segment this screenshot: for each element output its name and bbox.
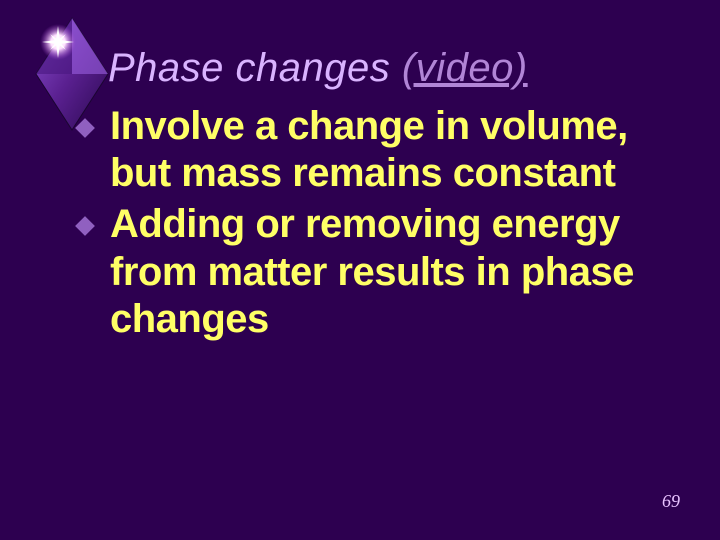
slide-title: Phase changes (video) <box>108 46 670 91</box>
bullet-diamond-icon <box>74 215 96 237</box>
page-number: 69 <box>662 491 680 512</box>
list-item: Adding or removing energy from matter re… <box>74 201 660 343</box>
title-video-link[interactable]: (video) <box>402 46 528 90</box>
title-text: Phase changes <box>108 46 402 90</box>
corner-decoration <box>22 12 122 132</box>
bullet-text: Adding or removing energy from matter re… <box>110 201 660 343</box>
slide: Phase changes (video) Involve a change i… <box>0 0 720 540</box>
list-item: Involve a change in volume, but mass rem… <box>74 103 660 197</box>
bullet-text: Involve a change in volume, but mass rem… <box>110 103 660 197</box>
bullet-list: Involve a change in volume, but mass rem… <box>74 103 660 343</box>
